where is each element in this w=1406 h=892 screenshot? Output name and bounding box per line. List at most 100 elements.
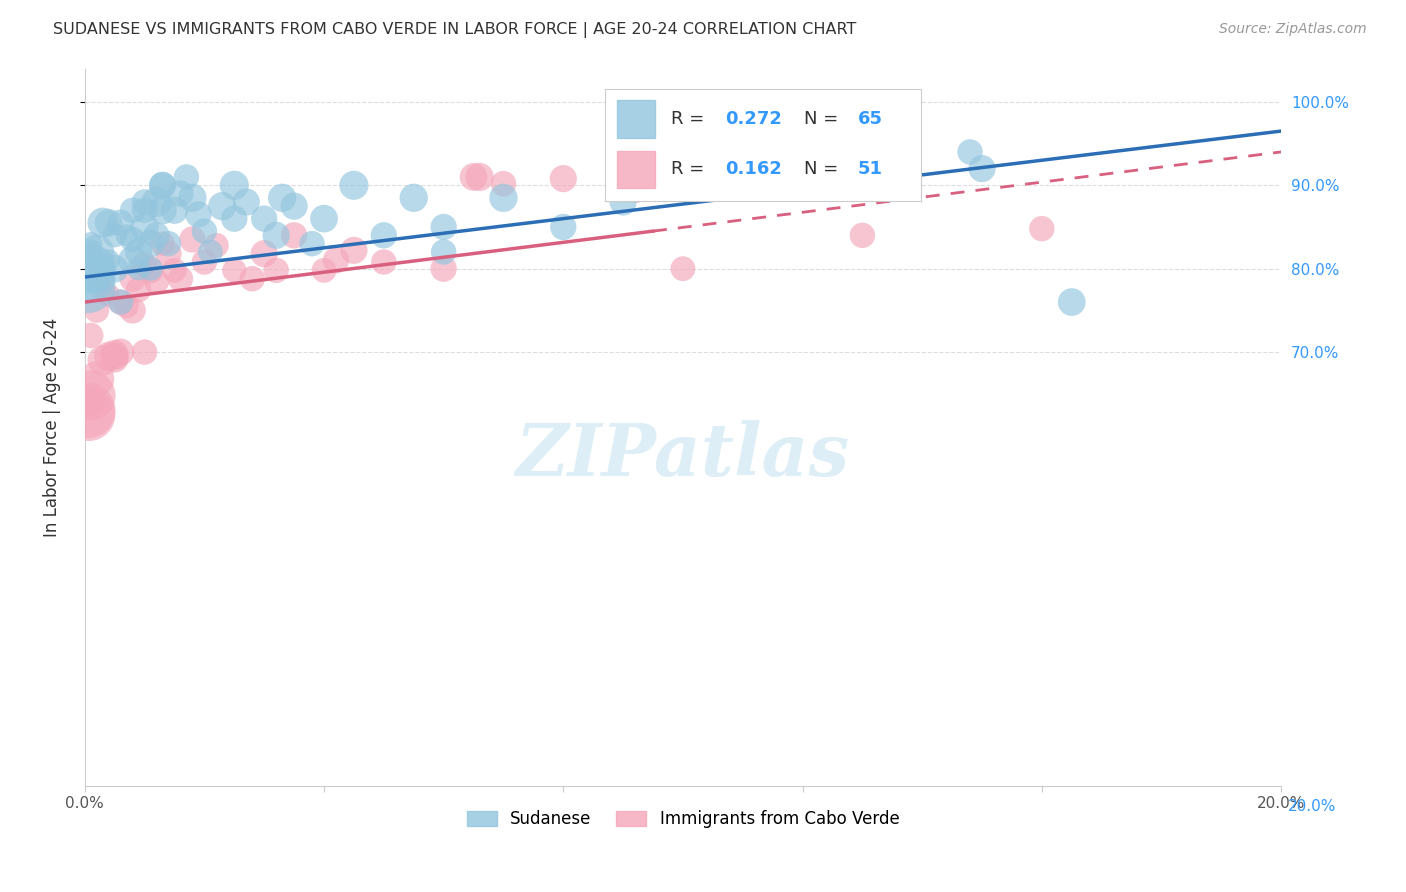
Point [134,345,156,359]
Point [240,271,263,285]
Point [128,283,150,297]
Point [851,228,873,243]
Point [181,232,204,246]
Point [253,246,276,260]
Point [283,199,305,213]
Point [224,211,246,226]
Point [152,178,174,193]
Point [163,203,186,218]
Point [97,253,120,268]
Point [139,261,162,276]
Bar [617,151,655,188]
Point [235,194,257,209]
Point [224,178,246,193]
Point [104,261,127,276]
Point [80,245,103,260]
Point [193,224,215,238]
Point [97,349,120,363]
Text: 65: 65 [858,111,883,128]
Point [145,228,167,243]
Point [80,328,103,343]
Point [121,303,143,318]
Point [672,180,695,194]
Point [77,270,100,285]
Point [115,228,138,243]
Point [86,274,108,288]
Point [224,263,246,277]
Point [264,228,287,243]
Point [110,345,132,359]
Point [80,388,103,402]
Point [264,263,287,277]
Point [959,145,981,159]
Point [624,182,647,196]
Point [152,203,174,218]
Point [373,228,395,243]
Point [792,161,814,176]
Point [402,191,425,205]
Point [792,178,814,193]
Point [121,253,143,268]
Point [176,169,198,184]
Point [433,219,456,234]
Point [283,228,305,243]
Point [492,177,515,191]
Point [553,171,575,186]
Point [86,303,108,318]
Point [91,216,114,230]
Point [468,169,491,184]
Point [77,408,100,422]
Point [115,299,138,313]
Point [145,194,167,209]
Point [104,349,127,363]
Text: 0.272: 0.272 [725,111,782,128]
Point [128,245,150,260]
Point [433,245,456,260]
Point [672,261,695,276]
Text: N =: N = [804,161,838,178]
Point [970,161,993,176]
Point [104,347,127,361]
Point [193,255,215,269]
Text: R =: R = [671,111,704,128]
Point [86,372,108,386]
Point [731,169,754,184]
Text: 0.162: 0.162 [725,161,782,178]
Point [492,191,515,205]
Text: 20.0%: 20.0% [1288,799,1337,814]
Point [157,246,180,260]
Point [325,253,347,268]
Point [91,283,114,297]
Point [91,353,114,368]
Point [343,178,366,193]
Point [181,191,204,205]
Point [433,261,456,276]
Point [851,95,873,109]
Point [312,263,335,277]
Point [271,191,294,205]
Bar [617,100,655,138]
Point [343,244,366,258]
Point [1060,295,1083,310]
Point [76,278,98,293]
Point [134,203,156,218]
Point [612,194,634,209]
Point [80,236,103,251]
Point [139,236,162,251]
Point [169,186,191,201]
Point [76,403,98,417]
Point [145,274,167,288]
Point [1031,221,1053,235]
Point [211,199,233,213]
Point [152,178,174,193]
Point [312,211,335,226]
Point [169,271,191,285]
Text: Source: ZipAtlas.com: Source: ZipAtlas.com [1219,22,1367,37]
Point [121,232,143,246]
Legend: Sudanese, Immigrants from Cabo Verde: Sudanese, Immigrants from Cabo Verde [460,804,905,835]
Point [157,236,180,251]
Point [253,211,276,226]
Point [187,207,209,221]
Point [134,219,156,234]
Point [553,219,575,234]
